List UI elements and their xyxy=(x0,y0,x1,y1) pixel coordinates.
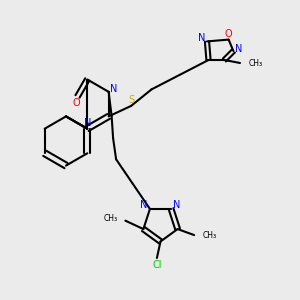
Text: N: N xyxy=(110,84,118,94)
Text: CH₃: CH₃ xyxy=(248,58,262,68)
Text: N: N xyxy=(84,118,91,128)
Text: Cl: Cl xyxy=(152,260,162,270)
Text: CH₃: CH₃ xyxy=(104,214,118,223)
Text: N: N xyxy=(198,33,205,43)
Text: O: O xyxy=(225,29,232,39)
Text: CH₃: CH₃ xyxy=(202,231,217,240)
Text: S: S xyxy=(129,95,135,106)
Text: O: O xyxy=(72,98,80,108)
Text: N: N xyxy=(173,200,181,210)
Text: N: N xyxy=(140,200,148,210)
Text: N: N xyxy=(235,44,242,54)
